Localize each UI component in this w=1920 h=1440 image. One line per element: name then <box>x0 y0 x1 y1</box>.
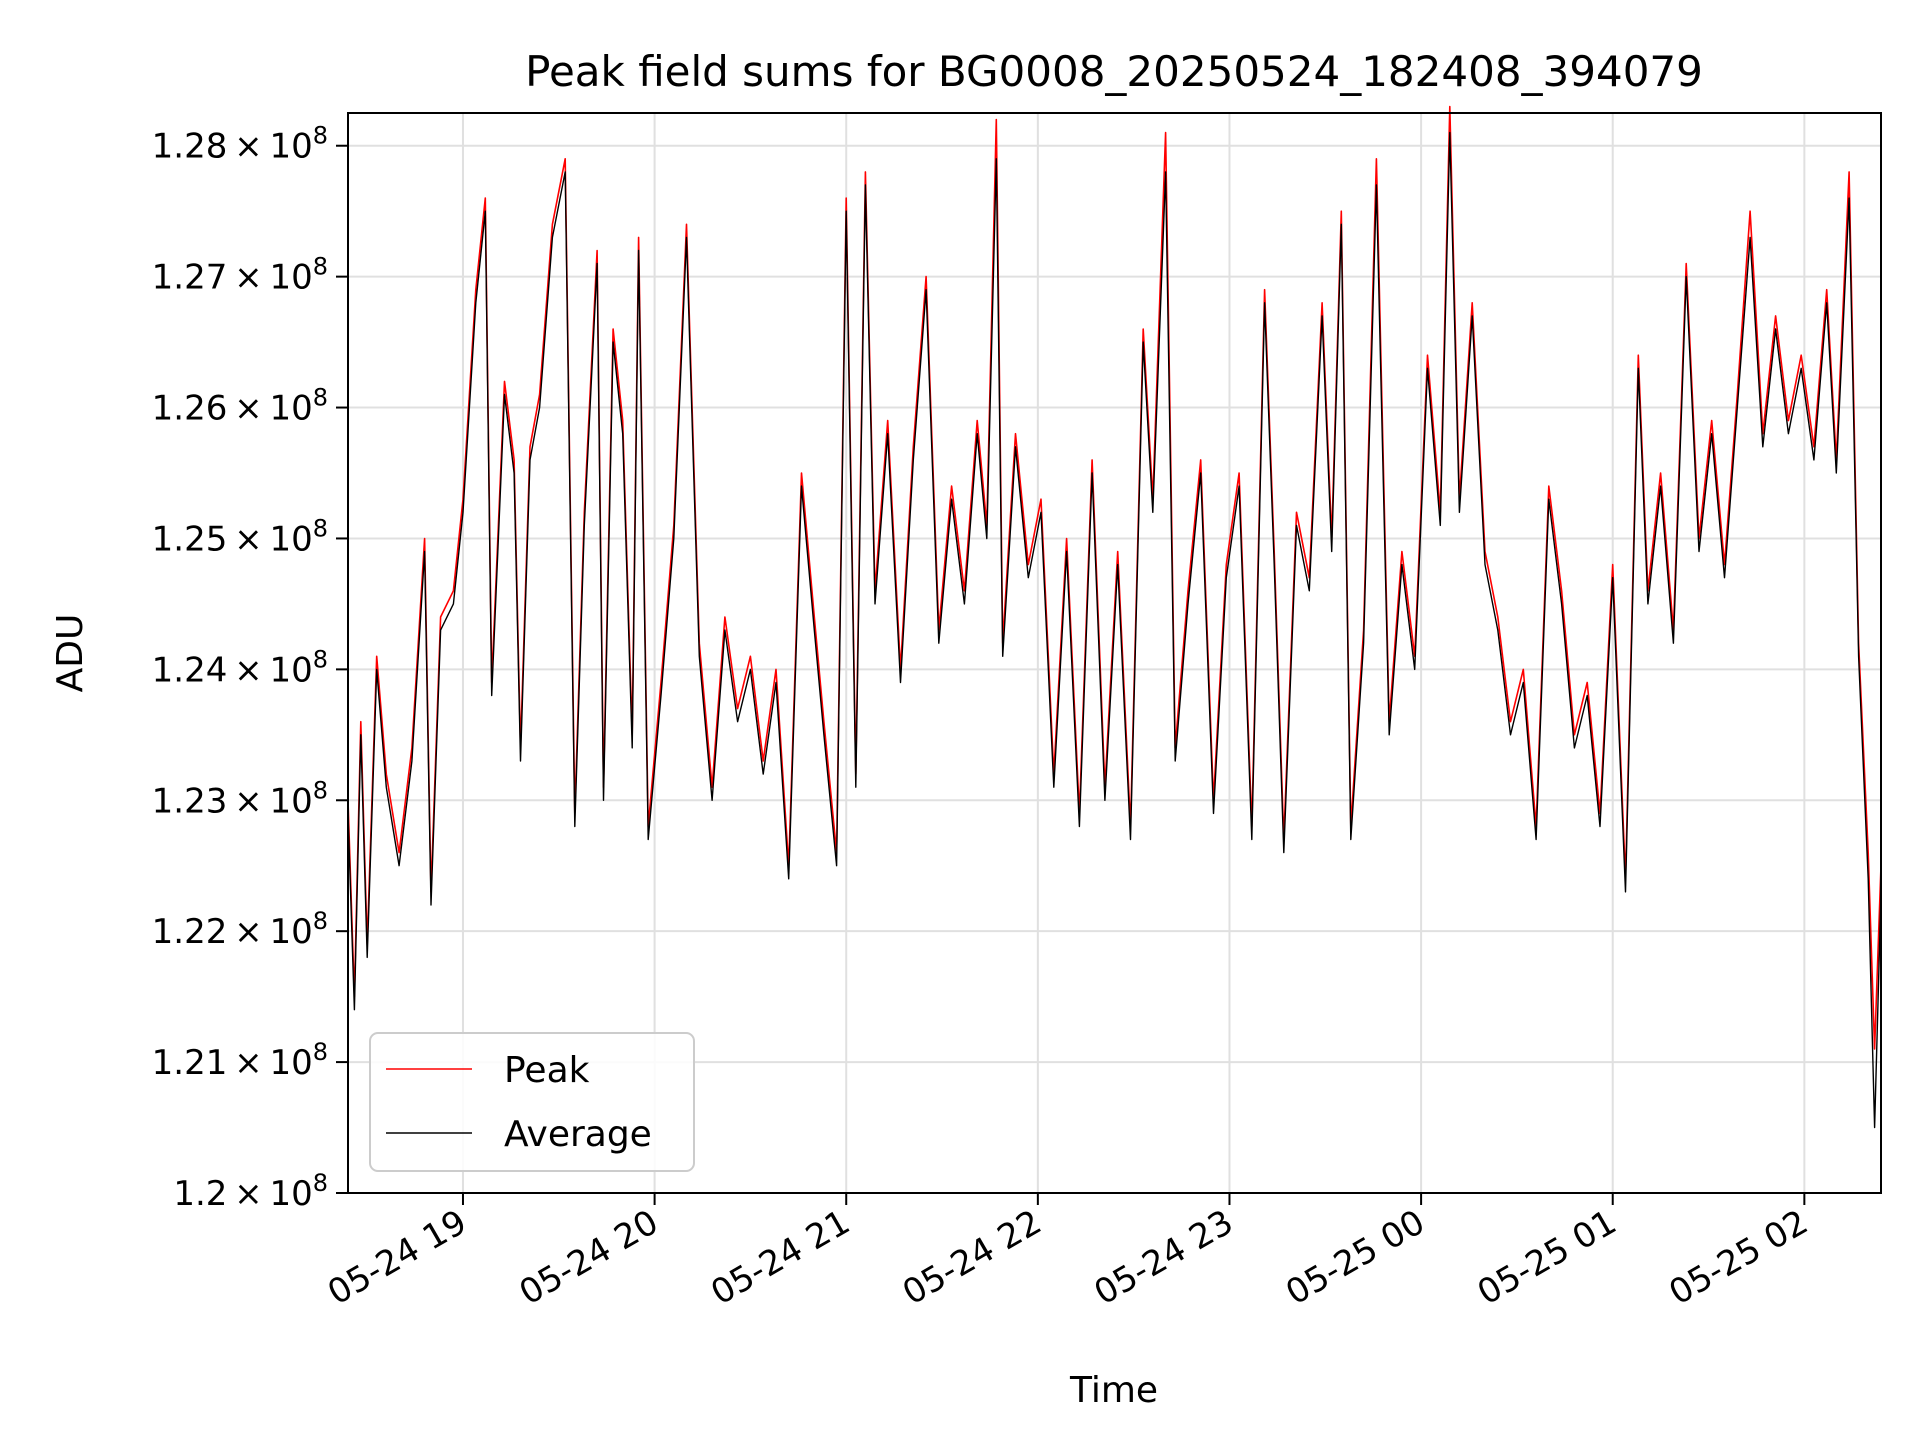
legend-box <box>369 1032 695 1172</box>
y-tick-label: 1.28 × 108 <box>152 122 328 167</box>
y-axis-label: ADU <box>50 614 91 693</box>
y-tick-label: 1.21 × 108 <box>152 1038 328 1083</box>
plot-frame <box>347 112 1882 1194</box>
y-tick-label: 1.26 × 108 <box>152 384 328 429</box>
chart-title: Peak field sums for BG0008_20250524_1824… <box>525 47 1703 96</box>
y-tick-label: 1.25 × 108 <box>152 514 328 559</box>
series-lines <box>347 105 1882 1129</box>
series-line-average <box>347 131 1882 1129</box>
y-tick-label: 1.2 × 108 <box>173 1169 328 1214</box>
y-tick-label: 1.23 × 108 <box>152 776 328 821</box>
x-axis-label: Time <box>1069 1370 1158 1411</box>
y-tick-label: 1.27 × 108 <box>152 253 328 298</box>
legend-label-average: Average <box>504 1114 652 1155</box>
y-tick-label: 1.22 × 108 <box>152 907 328 952</box>
legend: Peak Average <box>369 1032 695 1172</box>
legend-label-peak: Peak <box>504 1050 590 1091</box>
y-tick-label: 1.24 × 108 <box>152 645 328 690</box>
y-axis-ticks: 1.2 × 108 1.21 × 108 1.22 × 108 1.23 × 108 1… <box>152 122 348 1214</box>
